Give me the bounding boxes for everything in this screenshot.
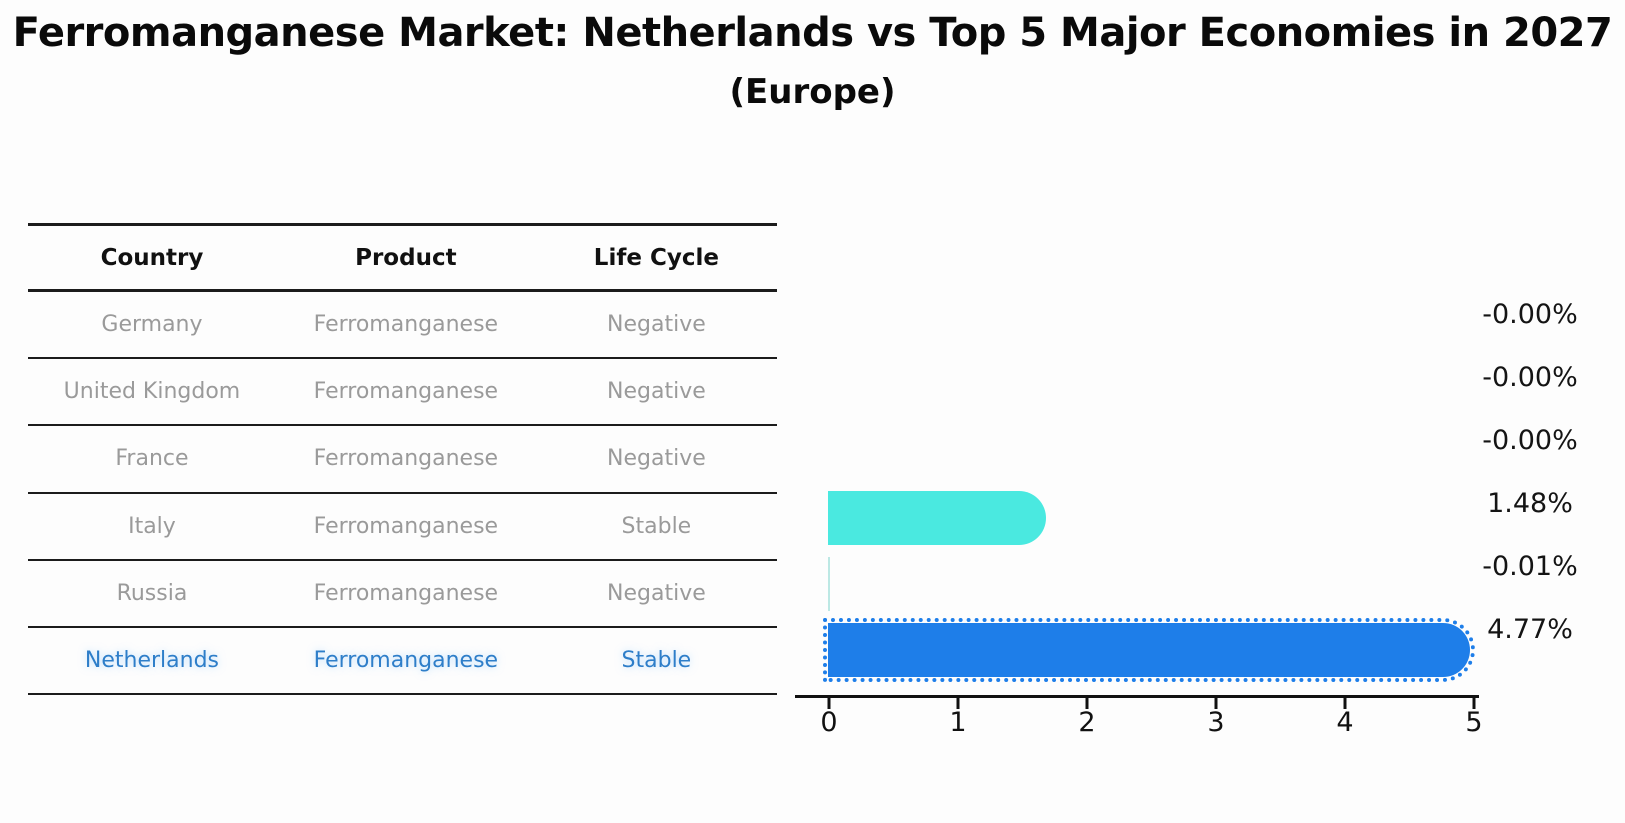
table-row: Russia Ferromanganese Negative <box>28 561 777 628</box>
table-cell-product: Ferromanganese <box>313 312 499 338</box>
column-header-product: Product <box>355 244 457 271</box>
table-cell-life-cycle: Negative <box>607 312 706 338</box>
table-cell-life-cycle: Negative <box>607 580 706 606</box>
chart-bar-russia <box>828 557 830 611</box>
table-row: Italy Ferromanganese Stable <box>28 494 777 561</box>
table-row: France Ferromanganese Negative <box>28 426 777 494</box>
table-cell-country: Russia <box>116 580 188 606</box>
table-row: United Kingdom Ferromanganese Negative <box>28 359 777 427</box>
x-axis-tick-label: 3 <box>1207 707 1225 738</box>
x-axis-tick-label: 0 <box>820 707 838 738</box>
bar-value-label: -0.00% <box>1482 362 1578 393</box>
table-cell-country: France <box>115 446 189 472</box>
bar-value-label: -0.01% <box>1482 551 1578 582</box>
page-subtitle: (Europe) <box>729 72 896 112</box>
x-axis-tick <box>956 698 960 709</box>
table-cell-product: Ferromanganese <box>313 513 499 539</box>
x-axis-tick <box>1085 698 1089 709</box>
x-axis-tick-label: 2 <box>1078 707 1096 738</box>
table-row: Netherlands Ferromanganese Stable <box>28 628 777 693</box>
table-cell-product: Ferromanganese <box>313 379 499 405</box>
table-cell-country: Germany <box>101 312 203 338</box>
column-header-life-cycle: Life Cycle <box>593 244 719 271</box>
x-axis-line <box>795 695 1479 698</box>
x-axis-tick <box>827 698 831 709</box>
table-cell-country: United Kingdom <box>63 379 241 405</box>
x-axis-tick-label: 1 <box>949 707 967 738</box>
x-axis-tick <box>1343 698 1347 709</box>
table-row: Germany Ferromanganese Negative <box>28 292 777 360</box>
table-cell-product: Ferromanganese <box>313 446 499 472</box>
table-cell-country: Netherlands <box>84 647 219 673</box>
bar-value-label: 1.48% <box>1487 488 1573 519</box>
x-axis-tick <box>1214 698 1218 709</box>
column-header-country: Country <box>100 244 204 271</box>
chart-bar-netherlands <box>822 618 1476 682</box>
chart-bar-italy <box>828 491 1046 545</box>
table-cell-life-cycle: Negative <box>607 379 706 405</box>
page-title: Ferromanganese Market: Netherlands vs To… <box>12 10 1613 56</box>
table-cell-country: Italy <box>128 513 176 539</box>
table-cell-product: Ferromanganese <box>313 580 499 606</box>
x-axis-tick-label: 5 <box>1465 707 1483 738</box>
table-cell-life-cycle: Negative <box>607 446 706 472</box>
table-cell-life-cycle: Stable <box>621 647 692 673</box>
bar-value-label: -0.00% <box>1482 425 1578 456</box>
table-cell-product: Ferromanganese <box>313 647 499 673</box>
bar-value-label: -0.00% <box>1482 299 1578 330</box>
x-axis-tick-label: 4 <box>1336 707 1354 738</box>
x-axis-tick <box>1472 698 1476 709</box>
country-data-table: Country Product Life Cycle Germany Ferrom… <box>28 223 777 695</box>
bar-value-label: 4.77% <box>1487 614 1573 645</box>
table-header-row: Country Product Life Cycle <box>28 226 777 292</box>
table-cell-life-cycle: Stable <box>621 513 692 539</box>
